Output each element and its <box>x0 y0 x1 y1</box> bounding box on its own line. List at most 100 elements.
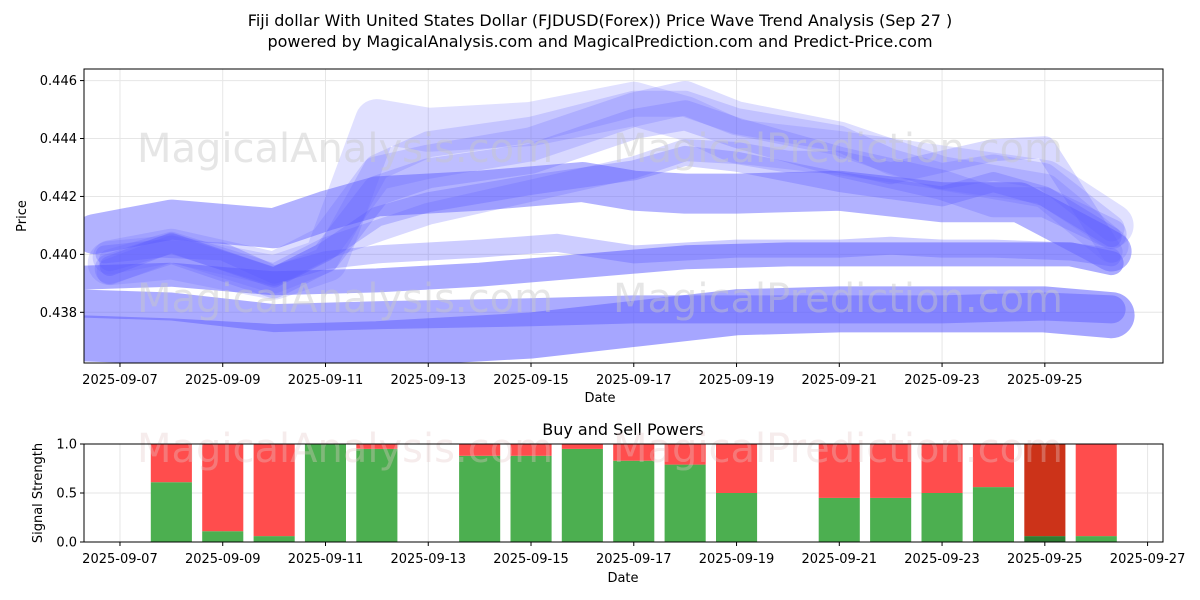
sell-bar <box>150 444 192 483</box>
price-x-tick-label: 2025-09-13 <box>390 373 466 388</box>
buy-bar <box>561 448 603 542</box>
wave-band-6 <box>98 136 1123 286</box>
signal-bar-2025-09-12 <box>356 444 398 542</box>
buy-bar <box>510 455 552 542</box>
sell-bar <box>818 444 860 498</box>
price-y-tick-label: 0.438 <box>40 306 77 321</box>
main-subtitle: powered by MagicalAnalysis.com and Magic… <box>267 32 932 51</box>
signal-bar-2025-09-17 <box>613 444 655 542</box>
signal-bar-2025-09-15 <box>510 444 552 542</box>
buy-sell-bars <box>150 444 1117 542</box>
buy-bar <box>150 482 192 542</box>
signal-x-tick-label: 2025-09-21 <box>802 552 878 567</box>
price-axes: 2025-09-07 2025-09-09 2025-09-11 2025-09-13… <box>40 74 1083 388</box>
signal-x-tick-label: 2025-09-09 <box>185 552 261 567</box>
buy-bar <box>253 536 295 542</box>
sell-bar <box>459 444 501 456</box>
sell-bar <box>202 444 244 532</box>
signal-x-tick-label: 2025-09-15 <box>493 552 569 567</box>
signal-bar-2025-09-22 <box>870 444 912 542</box>
signal-bar-2025-09-18 <box>664 444 706 542</box>
sell-bar <box>356 444 398 449</box>
main-title: Fiji dollar With United States Dollar (F… <box>248 11 952 30</box>
price-x-tick-label: 2025-09-17 <box>596 373 672 388</box>
signal-bar-2025-09-24 <box>972 444 1014 542</box>
sell-bar <box>561 444 603 449</box>
wave-band-7 <box>94 100 1127 299</box>
price-x-tick-label: 2025-09-25 <box>1007 373 1083 388</box>
signal-y-tick-label: 0.5 <box>56 487 77 502</box>
watermark-prediction-bottom: MagicalPrediction.com <box>613 276 1063 322</box>
signal-x-tick-label: 2025-09-07 <box>82 552 158 567</box>
signal-bar-2025-09-25 <box>1024 444 1066 542</box>
signal-bar-2025-09-23 <box>921 444 963 542</box>
sell-bar <box>1024 444 1066 537</box>
watermark-prediction-signal: MagicalPrediction.com <box>613 426 1063 472</box>
wave-band-9 <box>96 90 1125 294</box>
signal-bar-2025-09-11 <box>304 444 346 542</box>
signal-bar-2025-09-16 <box>561 444 603 542</box>
signal-x-tick-label: 2025-09-23 <box>904 552 980 567</box>
wave-band-5 <box>84 162 1132 272</box>
sell-bar <box>664 444 706 465</box>
signal-x-tick-label: 2025-09-19 <box>699 552 775 567</box>
signal-bar-2025-09-21 <box>818 444 860 542</box>
wave-band-4 <box>95 233 1121 284</box>
wave-band-11 <box>92 81 1129 286</box>
wave-band-10 <box>99 145 1122 288</box>
sell-bar <box>253 444 295 537</box>
price-x-tick-label: 2025-09-11 <box>288 373 364 388</box>
price-plot-frame <box>83 68 1164 364</box>
sell-bar <box>972 444 1014 488</box>
price-x-tick-label: 2025-09-09 <box>185 373 261 388</box>
signal-bar-2025-09-10 <box>253 444 295 542</box>
price-y-tick-label: 0.446 <box>40 74 77 89</box>
sell-bar <box>870 444 912 498</box>
price-x-tick-label: 2025-09-23 <box>904 373 980 388</box>
buy-bar <box>304 444 346 542</box>
sell-bar <box>921 444 963 493</box>
price-wave-plot: MagicalAnalysis.com MagicalPrediction.co… <box>15 68 1164 406</box>
price-x-axis-label: Date <box>584 391 615 406</box>
wave-band-8 <box>87 81 1134 300</box>
buy-sell-watermarks: MagicalAnalysis.com MagicalPrediction.co… <box>137 426 1063 472</box>
buy-bar <box>870 497 912 542</box>
buy-bar <box>972 487 1014 542</box>
watermark-analysis-signal: MagicalAnalysis.com <box>137 426 553 472</box>
sell-bar <box>510 444 552 456</box>
signal-x-tick-label: 2025-09-27 <box>1110 552 1186 567</box>
price-y-tick-label: 0.444 <box>40 132 77 147</box>
signal-x-tick-label: 2025-09-17 <box>596 552 672 567</box>
watermark-prediction-top: MagicalPrediction.com <box>613 126 1063 172</box>
buy-bar <box>613 460 655 542</box>
signal-bar-2025-09-26 <box>1075 444 1117 542</box>
price-x-tick-label: 2025-09-21 <box>802 373 878 388</box>
buy-bar <box>356 448 398 542</box>
buy-bar <box>716 493 758 542</box>
signal-x-tick-label: 2025-09-11 <box>288 552 364 567</box>
buy-bar <box>202 531 244 542</box>
price-y-tick-label: 0.442 <box>40 190 77 205</box>
sell-bar <box>1075 444 1117 537</box>
price-x-tick-label: 2025-09-15 <box>493 373 569 388</box>
price-y-tick-label: 0.440 <box>40 248 77 263</box>
buy-sell-axes: 2025-09-07 2025-09-09 2025-09-11 2025-09-13… <box>56 438 1185 568</box>
buy-bar <box>921 493 963 542</box>
buy-bar <box>459 455 501 542</box>
price-watermarks: MagicalAnalysis.com MagicalPrediction.co… <box>137 126 1063 322</box>
buy-bar <box>1075 536 1117 542</box>
sell-bar <box>716 444 758 493</box>
signal-y-tick-label: 0.0 <box>56 536 77 551</box>
wave-band-3 <box>84 242 1124 296</box>
buy-bar <box>818 497 860 542</box>
watermark-analysis-bottom: MagicalAnalysis.com <box>137 276 553 322</box>
sell-bar <box>613 444 655 461</box>
buy-sell-plot: Buy and Sell Powers MagicalAnalysis.com … <box>31 420 1185 586</box>
price-y-axis-label: Price <box>15 200 30 232</box>
buy-bar <box>1024 536 1066 542</box>
signal-bar-2025-09-08 <box>150 444 192 542</box>
price-x-tick-label: 2025-09-07 <box>82 373 158 388</box>
signal-y-tick-label: 1.0 <box>56 438 77 453</box>
